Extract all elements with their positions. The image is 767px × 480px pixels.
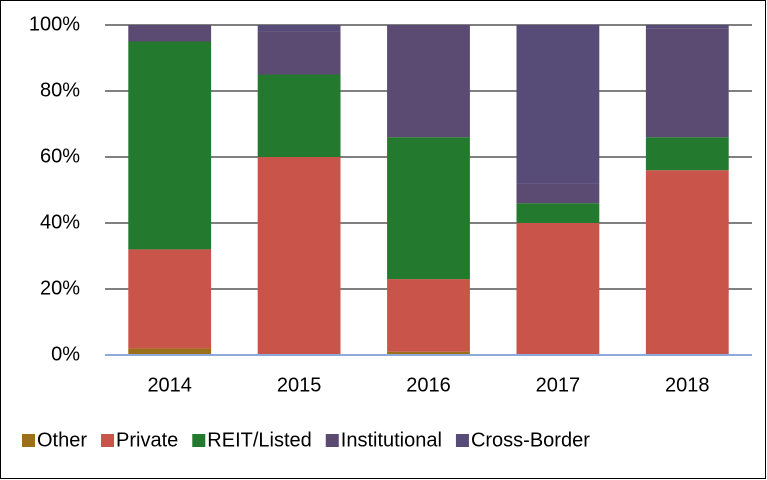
bar-segment <box>257 31 341 75</box>
legend-swatch <box>22 434 35 447</box>
bar-segment <box>516 203 600 223</box>
bar-segment <box>257 74 341 157</box>
x-tick-label: 2016 <box>406 374 451 396</box>
bar-segment <box>128 249 212 349</box>
bar-segment <box>128 25 212 42</box>
bar-segment <box>257 157 341 355</box>
legend-label: REIT/Listed <box>207 429 311 451</box>
x-tick-label: 2018 <box>665 374 710 396</box>
bar-segment <box>645 28 729 138</box>
y-tick-label: 100% <box>29 13 80 35</box>
bar-segment <box>128 41 212 250</box>
bar-segment <box>257 25 341 32</box>
bar-segment <box>128 348 212 355</box>
y-tick-label: 80% <box>40 79 80 101</box>
bar-segment <box>387 137 470 280</box>
legend-swatch <box>455 434 469 447</box>
bar-segment <box>516 25 600 184</box>
bar-segment <box>516 223 600 355</box>
legend-label: Other <box>37 429 87 451</box>
legend-label: Institutional <box>341 429 442 451</box>
bar-segment <box>387 25 470 138</box>
y-tick-label: 20% <box>40 277 80 299</box>
legend-label: Cross-Border <box>471 429 590 451</box>
legend-swatch <box>101 434 115 447</box>
bar-segment <box>387 279 470 352</box>
y-tick-label: 0% <box>51 343 80 365</box>
legend-label: Private <box>116 429 178 451</box>
bar-segment <box>387 351 470 355</box>
x-tick-label: 2017 <box>536 374 581 396</box>
y-tick-label: 60% <box>40 145 80 167</box>
legend-swatch <box>325 434 339 447</box>
bar-segment <box>645 137 729 171</box>
legend-swatch <box>192 434 206 447</box>
bar-segment <box>645 25 729 29</box>
y-tick-label: 40% <box>40 211 80 233</box>
bar-segment <box>516 183 600 204</box>
bar-segment <box>645 170 729 355</box>
x-tick-label: 2015 <box>277 374 322 396</box>
x-tick-label: 2014 <box>147 374 192 396</box>
